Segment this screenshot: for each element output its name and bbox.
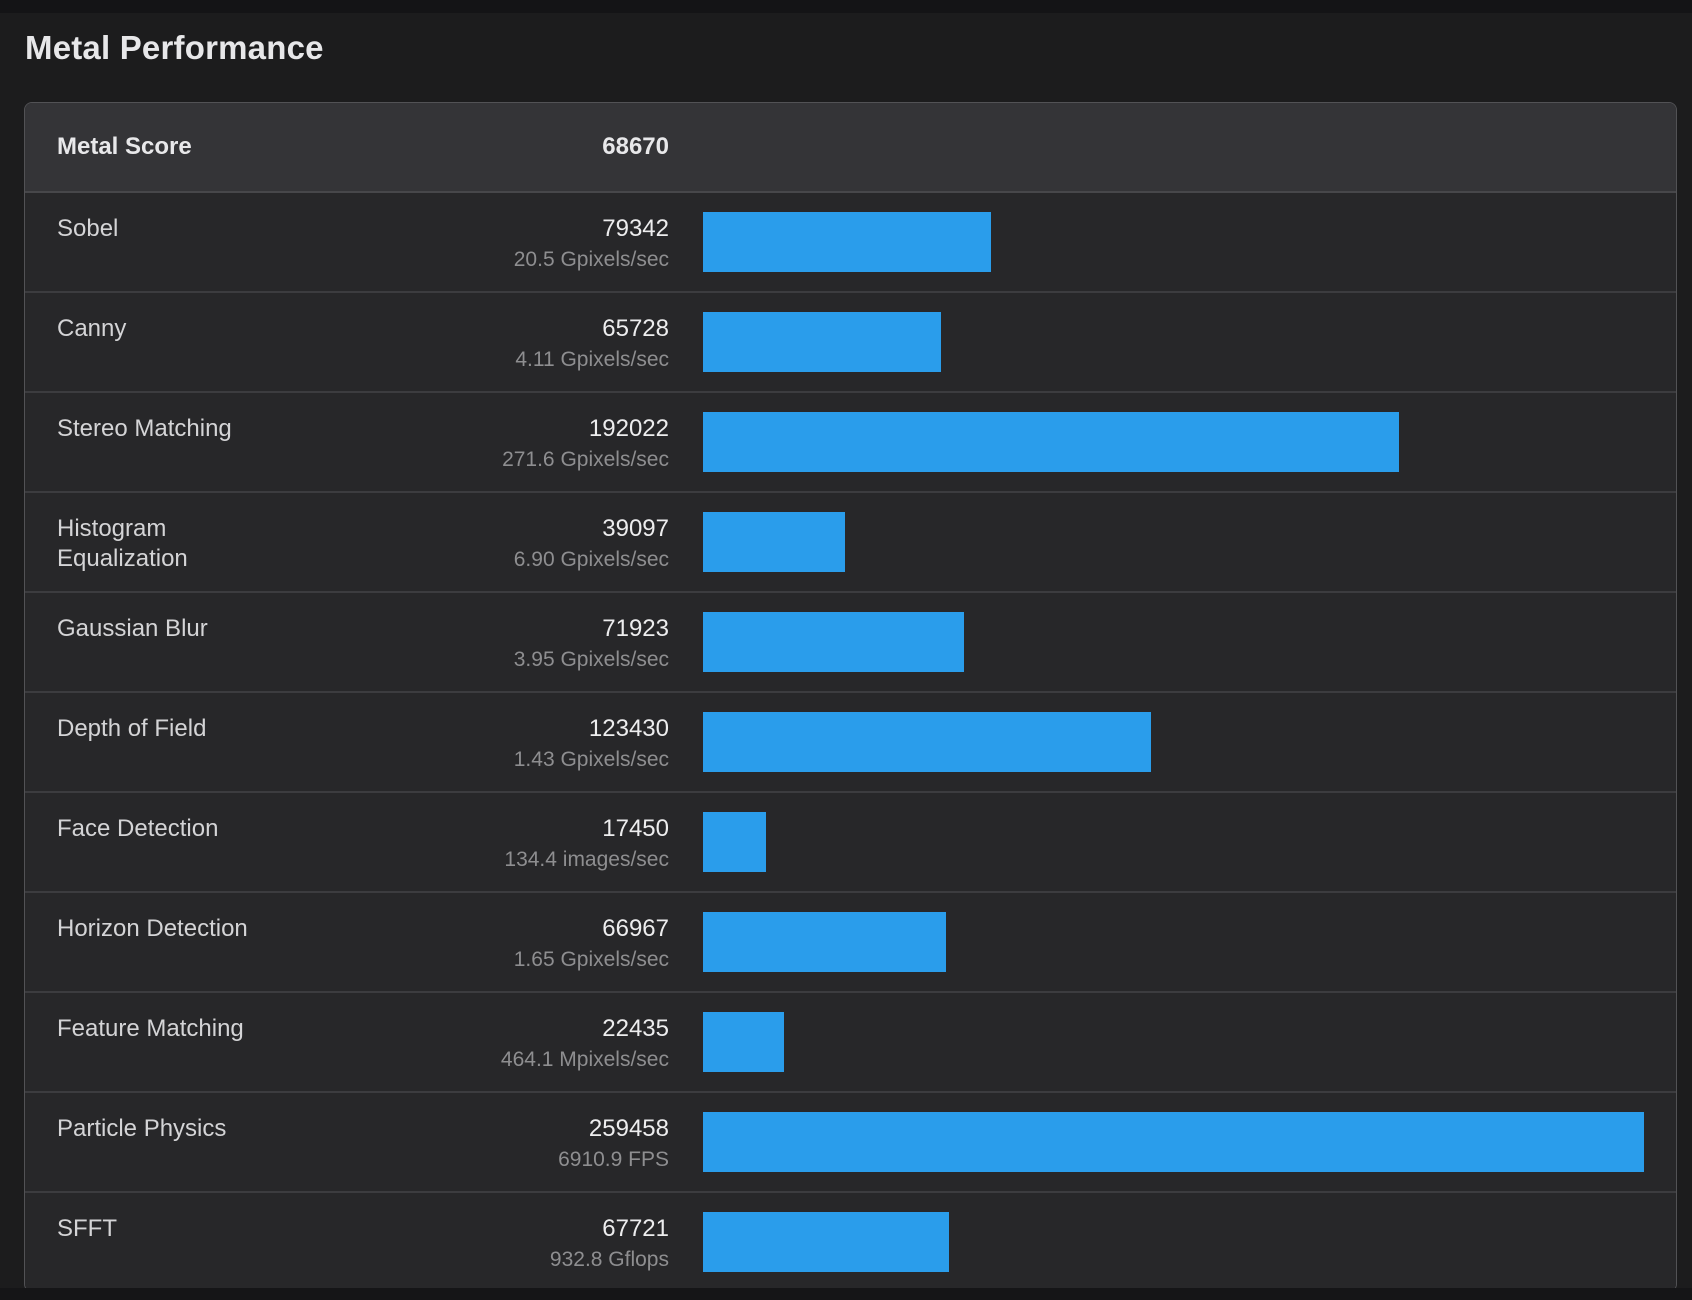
benchmark-rate: 4.11 Gpixels/sec [515,348,669,371]
score-bar [703,712,1151,772]
benchmark-score: 192022 [588,415,669,442]
bar-track [703,1093,1644,1191]
bar-track [703,293,1644,391]
benchmark-score: 71923 [602,615,669,642]
bar-track [703,193,1644,291]
benchmark-rate: 464.1 Mpixels/sec [500,1048,669,1071]
table-row: Particle Physics 259458 6910.9 FPS [25,1093,1676,1193]
table-row: Horizon Detection 66967 1.65 Gpixels/sec [25,893,1676,993]
benchmark-name: Canny [57,315,127,342]
benchmark-name: SFFT [57,1215,117,1242]
benchmark-rate: 271.6 Gpixels/sec [502,448,669,471]
score-bar [703,1112,1644,1172]
score-bar [703,1212,949,1272]
benchmark-rate: 932.8 Gflops [549,1248,669,1271]
bar-track [703,993,1644,1091]
table-row: Depth of Field 123430 1.43 Gpixels/sec [25,693,1676,793]
score-bar [703,512,845,572]
table-row: Face Detection 17450 134.4 images/sec [25,793,1676,893]
score-bar [703,412,1400,472]
benchmark-score: 66967 [602,915,669,942]
page-title: Metal Performance [25,29,324,66]
benchmark-score: 67721 [602,1215,669,1242]
benchmark-score: 123430 [588,715,669,742]
metal-performance-table: Metal Score 68670 Sobel 79342 20.5 Gpixe… [24,102,1677,1292]
table-row: Gaussian Blur 71923 3.95 Gpixels/sec [25,593,1676,693]
benchmark-rate: 6.90 Gpixels/sec [513,548,669,571]
benchmark-score: 79342 [602,215,669,242]
top-edge-strip [0,0,1692,13]
bar-track [703,593,1644,691]
benchmark-name: Horizon Detection [57,915,248,942]
benchmark-score: 22435 [602,1015,669,1042]
benchmark-name: Depth of Field [57,715,207,742]
bar-track [703,393,1644,491]
table-row: Stereo Matching 192022 271.6 Gpixels/sec [25,393,1676,493]
benchmark-rate: 6910.9 FPS [558,1148,669,1171]
bottom-edge-strip [0,1288,1692,1300]
benchmark-name: Particle Physics [57,1115,227,1142]
benchmark-name: Histogram Equalization [57,515,188,572]
metal-score-value: 68670 [602,133,669,160]
bar-track [703,893,1644,991]
benchmark-name: Face Detection [57,815,219,842]
benchmark-name: Stereo Matching [57,415,232,442]
bar-track [703,493,1644,591]
benchmark-name: Sobel [57,215,119,242]
table-row: Canny 65728 4.11 Gpixels/sec [25,293,1676,393]
score-bar [703,212,991,272]
benchmark-rate: 134.4 images/sec [504,848,669,871]
benchmark-score: 17450 [602,815,669,842]
benchmark-rate: 20.5 Gpixels/sec [513,248,669,271]
score-bar [703,612,964,672]
benchmark-rate: 1.43 Gpixels/sec [513,748,669,771]
table-row: Feature Matching 22435 464.1 Mpixels/sec [25,993,1676,1093]
benchmark-score: 259458 [588,1115,669,1142]
bar-track [703,693,1644,791]
benchmark-rate: 1.65 Gpixels/sec [513,948,669,971]
table-row: Histogram Equalization 39097 6.90 Gpixel… [25,493,1676,593]
metal-score-label: Metal Score [57,133,192,160]
table-row: SFFT 67721 932.8 Gflops [25,1193,1676,1291]
score-bar [703,912,946,972]
score-bar [703,1012,785,1072]
score-bar [703,312,942,372]
table-row: Sobel 79342 20.5 Gpixels/sec [25,193,1676,293]
bar-track [703,1193,1644,1291]
benchmark-score: 65728 [602,315,669,342]
benchmark-name: Feature Matching [57,1015,244,1042]
score-bar [703,812,767,872]
benchmark-rate: 3.95 Gpixels/sec [513,648,669,671]
benchmark-name: Gaussian Blur [57,615,208,642]
table-header-row: Metal Score 68670 [25,103,1676,193]
bar-track [703,793,1644,891]
benchmark-score: 39097 [602,515,669,542]
